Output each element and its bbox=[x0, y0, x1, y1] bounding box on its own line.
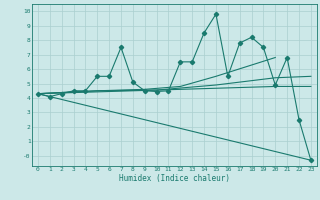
X-axis label: Humidex (Indice chaleur): Humidex (Indice chaleur) bbox=[119, 174, 230, 183]
